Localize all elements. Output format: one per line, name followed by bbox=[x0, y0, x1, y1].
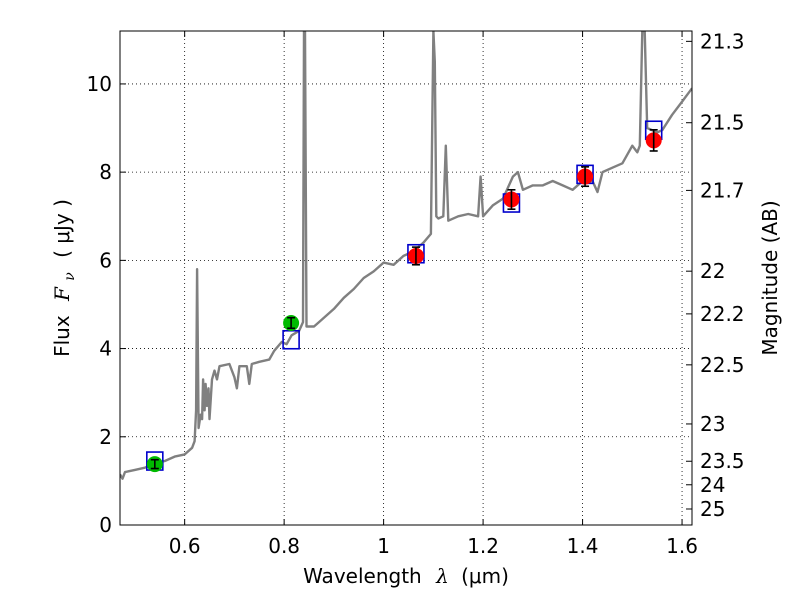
x-axis-label: Wavelength λ (μm) bbox=[303, 564, 509, 588]
mag-tick-label: 23 bbox=[700, 412, 725, 436]
mag-tick-label: 21.3 bbox=[700, 29, 745, 53]
model-spectrum-line bbox=[120, 31, 692, 480]
y-tick-label: 0 bbox=[99, 513, 112, 537]
observed-photometry-layer bbox=[146, 129, 662, 473]
mag-tick-label: 25 bbox=[700, 497, 725, 521]
y-tick-label: 10 bbox=[87, 72, 112, 96]
plot-frame bbox=[119, 30, 693, 526]
mag-tick-label: 22.2 bbox=[700, 302, 745, 326]
y2-axis-label: Magnitude (AB) bbox=[758, 200, 782, 355]
y-axis-label: Flux F ν ( μJy ) bbox=[50, 199, 79, 357]
mag-tick-label: 21.5 bbox=[700, 111, 745, 135]
x-tick-label: 0.6 bbox=[169, 534, 201, 558]
y-axis-left: 0 2 4 6 8 10 bbox=[87, 72, 126, 537]
x-tick-label: 1 bbox=[377, 534, 390, 558]
y-tick-label: 8 bbox=[99, 160, 112, 184]
grid bbox=[120, 31, 692, 526]
spectrum-layer bbox=[120, 31, 692, 480]
mag-tick-label: 24 bbox=[700, 473, 725, 497]
x-tick-label: 1.4 bbox=[567, 534, 599, 558]
y-tick-label: 4 bbox=[99, 337, 112, 361]
x-tick-label: 0.8 bbox=[268, 534, 300, 558]
x-axis: 0.6 0.8 1 1.2 1.4 1.6 bbox=[169, 31, 698, 558]
mag-tick-label: 22 bbox=[700, 259, 725, 283]
mag-tick-label: 21.7 bbox=[700, 178, 745, 202]
x-tick-label: 1.6 bbox=[666, 534, 698, 558]
mag-tick-label: 22.5 bbox=[700, 353, 745, 377]
x-tick-label: 1.2 bbox=[467, 534, 499, 558]
mag-tick-label: 23.5 bbox=[700, 449, 745, 473]
y-tick-label: 2 bbox=[99, 425, 112, 449]
y-tick-label: 6 bbox=[99, 248, 112, 272]
